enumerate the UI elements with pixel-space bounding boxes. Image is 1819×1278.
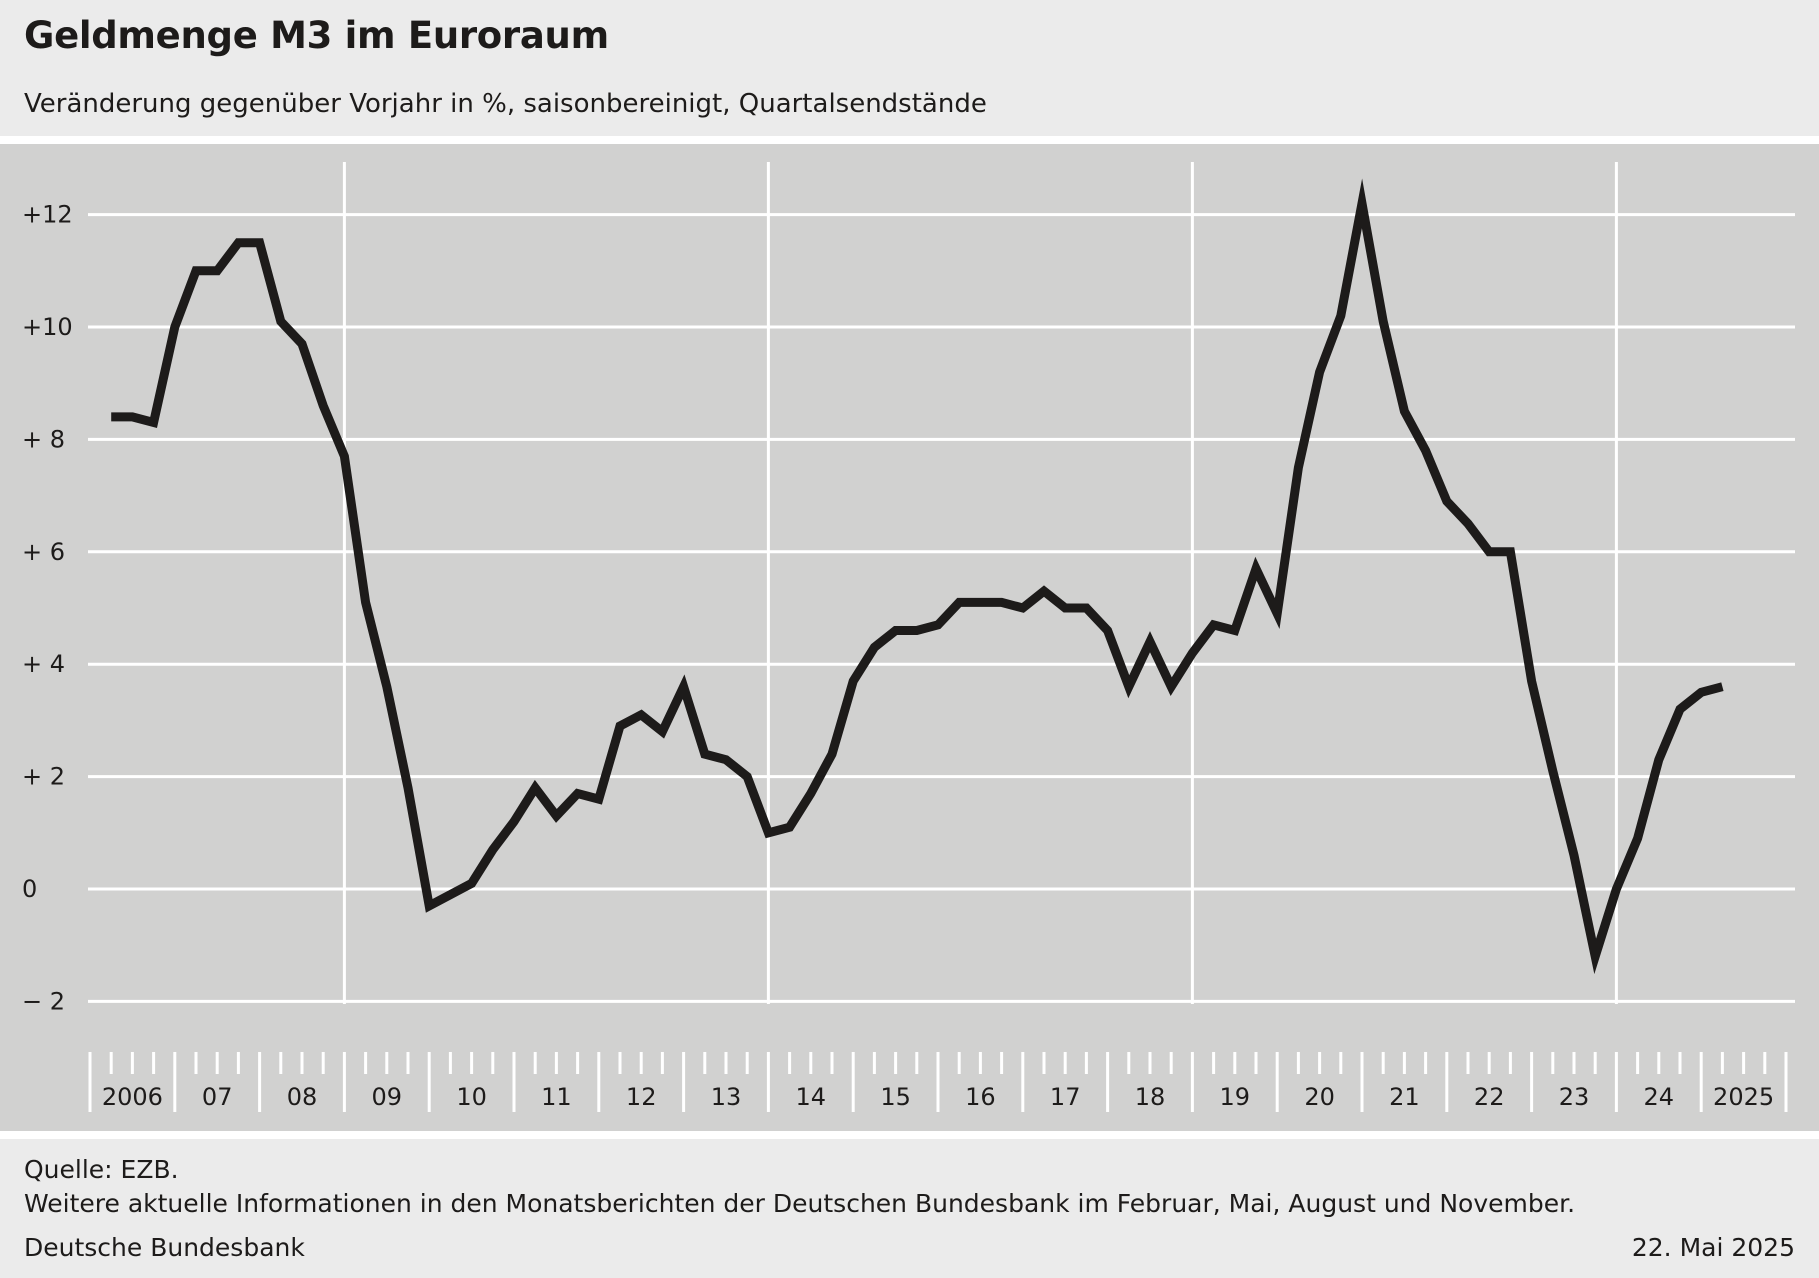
x-tick-label: 23 bbox=[1559, 1083, 1590, 1111]
y-tick-label: + 8 bbox=[22, 425, 65, 453]
x-tick-label: 20 bbox=[1304, 1083, 1335, 1111]
x-tick-label: 22 bbox=[1474, 1083, 1505, 1111]
x-tick-label: 13 bbox=[711, 1083, 742, 1111]
y-tick-label: + 2 bbox=[22, 763, 65, 791]
x-tick-label: 16 bbox=[965, 1083, 996, 1111]
x-tick-label: 17 bbox=[1050, 1083, 1081, 1111]
y-tick-label: +10 bbox=[22, 313, 73, 341]
bottom-separator bbox=[0, 1131, 1819, 1139]
x-tick-label: 19 bbox=[1220, 1083, 1251, 1111]
x-tick-label: 07 bbox=[202, 1083, 233, 1111]
line-chart: +12 +10 + 8 + 6 + 4 + 2 0 − 2 2006 07 08 09 10 11 12 13… bbox=[0, 144, 1819, 1131]
x-tick-label: 24 bbox=[1644, 1083, 1675, 1111]
chart-footer: Quelle: EZB. Weitere aktuelle Informatio… bbox=[0, 1139, 1819, 1278]
y-tick-label: + 4 bbox=[22, 650, 65, 678]
y-tick-label: +12 bbox=[22, 201, 73, 229]
chart-subtitle: Veränderung gegenüber Vorjahr in %, sais… bbox=[24, 89, 987, 119]
series-line-m3 bbox=[111, 178, 1724, 975]
x-tick-label: 08 bbox=[287, 1083, 318, 1111]
info-note: Weitere aktuelle Informationen in den Mo… bbox=[24, 1189, 1576, 1218]
x-tick-label: 11 bbox=[541, 1083, 572, 1111]
x-tick-label: 2006 bbox=[102, 1083, 163, 1111]
publisher-label: Deutsche Bundesbank bbox=[24, 1233, 305, 1262]
x-tick-label: 10 bbox=[456, 1083, 487, 1111]
x-tick-label: 18 bbox=[1135, 1083, 1166, 1111]
x-tick-label: 21 bbox=[1389, 1083, 1420, 1111]
x-tick-label: 12 bbox=[626, 1083, 657, 1111]
top-separator bbox=[0, 136, 1819, 144]
y-tick-label: 0 bbox=[22, 875, 37, 903]
x-tick-label: 14 bbox=[796, 1083, 827, 1111]
plot-background bbox=[0, 144, 1819, 1131]
chart-header: Geldmenge M3 im Euroraum Veränderung geg… bbox=[0, 0, 1819, 136]
y-tick-label: − 2 bbox=[22, 987, 65, 1015]
x-tick-label: 2025 bbox=[1713, 1083, 1774, 1111]
x-tick-label: 09 bbox=[372, 1083, 403, 1111]
chart-title: Geldmenge M3 im Euroraum bbox=[24, 14, 609, 57]
plot-area: +12 +10 + 8 + 6 + 4 + 2 0 − 2 2006 07 08 09 10 11 12 13… bbox=[0, 144, 1819, 1131]
source-note: Quelle: EZB. bbox=[24, 1155, 179, 1184]
publication-date: 22. Mai 2025 bbox=[1631, 1233, 1795, 1262]
y-tick-label: + 6 bbox=[22, 538, 65, 566]
x-tick-label: 15 bbox=[880, 1083, 911, 1111]
